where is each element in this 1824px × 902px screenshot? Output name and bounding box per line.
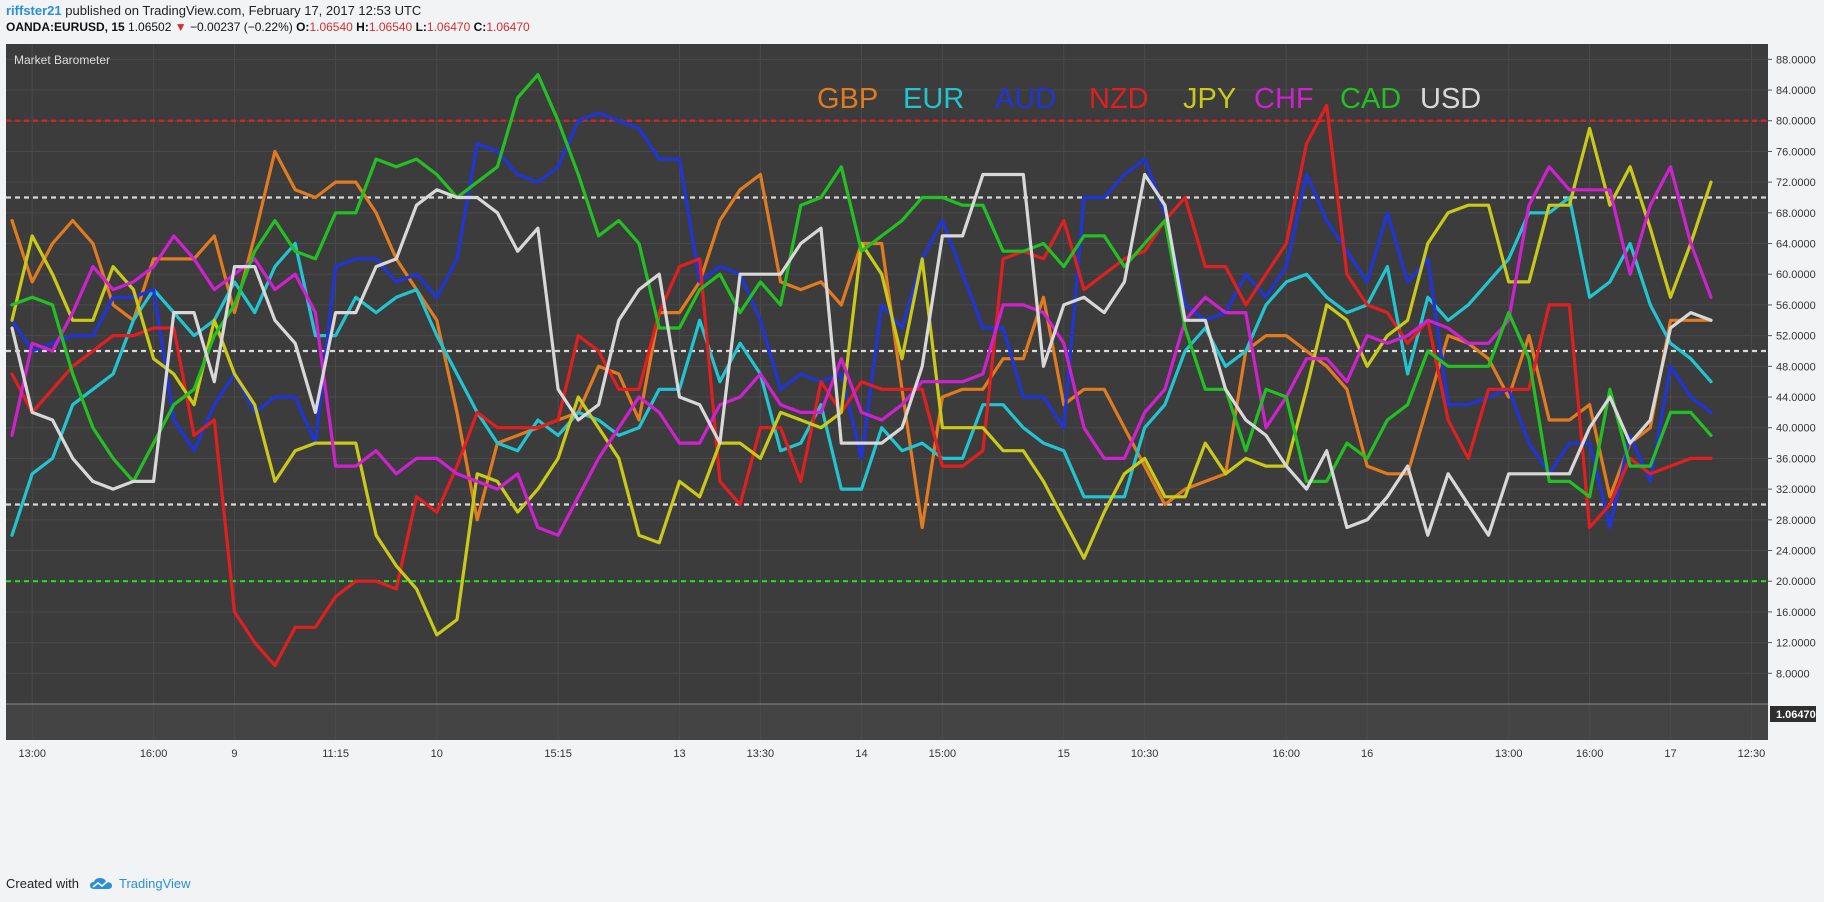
market-barometer-chart[interactable]: 8.0000 12.0000 16.0000 20.0000 24.0000 28.000… xyxy=(6,44,1818,866)
legend-usd: USD xyxy=(1420,83,1481,115)
legend-jpy: JPY xyxy=(1183,83,1236,115)
series-line-chf xyxy=(10,165,1713,537)
tradingview-logo-icon[interactable] xyxy=(89,877,113,891)
last-price: 1.06502 xyxy=(128,20,172,34)
y-tick-label: 88.0000 xyxy=(1776,54,1816,66)
price-tag-label: 1.06470 xyxy=(1776,709,1816,721)
y-tick-label: 36.0000 xyxy=(1776,453,1816,465)
x-tick-label: 17 xyxy=(1664,748,1676,760)
y-tick-label: 44.0000 xyxy=(1776,392,1816,404)
x-tick-label: 10:30 xyxy=(1131,748,1159,760)
y-tick-label: 72.0000 xyxy=(1776,177,1816,189)
series-jpy xyxy=(10,126,1713,637)
high-label: H: xyxy=(356,20,369,34)
x-tick-label: 13:30 xyxy=(747,748,775,760)
series-line-aud xyxy=(10,111,1713,530)
x-tick-label: 11:15 xyxy=(322,748,349,760)
series-eur xyxy=(10,195,1713,537)
open-value: 1.06540 xyxy=(309,20,353,34)
x-tick-label: 16 xyxy=(1361,748,1373,760)
legend-cad: CAD xyxy=(1340,83,1401,115)
x-tick-label: 13 xyxy=(673,748,685,760)
x-tick-label: 10 xyxy=(431,748,443,760)
y-tick-label: 28.0000 xyxy=(1776,515,1816,527)
y-tick-label: 76.0000 xyxy=(1776,146,1816,158)
price-change: −0.00237 (−0.22%) xyxy=(190,20,293,34)
x-tick-label: 15:00 xyxy=(929,748,957,760)
y-tick-label: 24.0000 xyxy=(1776,546,1816,558)
legend-chf: CHF xyxy=(1254,83,1314,115)
symbol-name: OANDA:EURUSD, 15 xyxy=(6,20,125,34)
low-value: 1.06470 xyxy=(426,20,471,34)
y-tick-label: 68.0000 xyxy=(1776,208,1816,220)
y-tick-label: 56.0000 xyxy=(1776,300,1816,312)
close-label: C: xyxy=(473,20,487,34)
open-label: O: xyxy=(296,20,310,34)
x-tick-label: 9 xyxy=(231,748,237,760)
y-tick-label: 20.0000 xyxy=(1776,576,1816,588)
x-tick-label: 13:00 xyxy=(1495,748,1523,760)
y-tick-label: 12.0000 xyxy=(1776,638,1816,650)
series-usd xyxy=(10,172,1713,537)
chart-title: Market Barometer xyxy=(14,53,110,67)
high-value: 1.06540 xyxy=(368,20,413,34)
y-tick-label: 84.0000 xyxy=(1776,85,1816,97)
y-tick-label: 80.0000 xyxy=(1776,116,1816,128)
x-tick-label: 14 xyxy=(855,748,867,760)
legend-gbp: GBP xyxy=(817,83,878,115)
down-arrow-icon: ▼ xyxy=(174,20,187,34)
x-tick-label: 16:00 xyxy=(1576,748,1604,760)
x-tick-label: 16:00 xyxy=(140,748,168,760)
series-line-jpy xyxy=(10,126,1713,637)
series-line-cad xyxy=(10,73,1713,499)
legend-nzd: NZD xyxy=(1089,83,1149,115)
footer: Created with TradingView xyxy=(6,876,191,891)
series-line-eur xyxy=(10,195,1713,537)
y-tick-label: 64.0000 xyxy=(1776,239,1816,251)
legend-aud: AUD xyxy=(995,83,1056,115)
y-tick-label: 8.0000 xyxy=(1776,668,1810,680)
series-aud xyxy=(10,111,1713,530)
y-tick-label: 16.0000 xyxy=(1776,607,1816,619)
low-label: L: xyxy=(415,20,427,34)
time-axis-background xyxy=(6,740,1768,866)
sub-pane-background xyxy=(6,704,1768,740)
author-link[interactable]: riffster21 xyxy=(6,3,62,18)
x-tick-label: 15 xyxy=(1058,748,1070,760)
price-axis-background xyxy=(1768,44,1818,866)
y-tick-label: 40.0000 xyxy=(1776,423,1816,435)
tradingview-link[interactable]: TradingView xyxy=(118,876,191,891)
series-chf xyxy=(10,165,1713,537)
y-tick-label: 52.0000 xyxy=(1776,331,1816,343)
plot-background xyxy=(6,44,1768,704)
created-with-text: Created with xyxy=(6,876,79,891)
series-line-usd xyxy=(10,172,1713,537)
y-tick-label: 48.0000 xyxy=(1776,361,1816,373)
published-text: published on TradingView.com, February 1… xyxy=(65,3,422,18)
close-value: 1.06470 xyxy=(486,20,530,34)
symbol-info: OANDA:EURUSD, 15 1.06502 ▼ −0.00237 (−0.… xyxy=(6,20,530,34)
publish-info: riffster21 published on TradingView.com,… xyxy=(6,3,421,18)
x-tick-label: 15:15 xyxy=(544,748,572,760)
x-tick-label: 16:00 xyxy=(1272,748,1300,760)
x-tick-label: 12:30 xyxy=(1738,748,1766,760)
x-tick-label: 13:00 xyxy=(18,748,46,760)
series-cad xyxy=(10,73,1713,499)
chart-area[interactable]: 8.0000 12.0000 16.0000 20.0000 24.0000 28.000… xyxy=(6,44,1818,866)
y-tick-label: 60.0000 xyxy=(1776,269,1816,281)
price-tag-box xyxy=(1770,706,1816,722)
y-tick-label: 32.0000 xyxy=(1776,484,1816,496)
legend-eur: EUR xyxy=(903,83,964,115)
